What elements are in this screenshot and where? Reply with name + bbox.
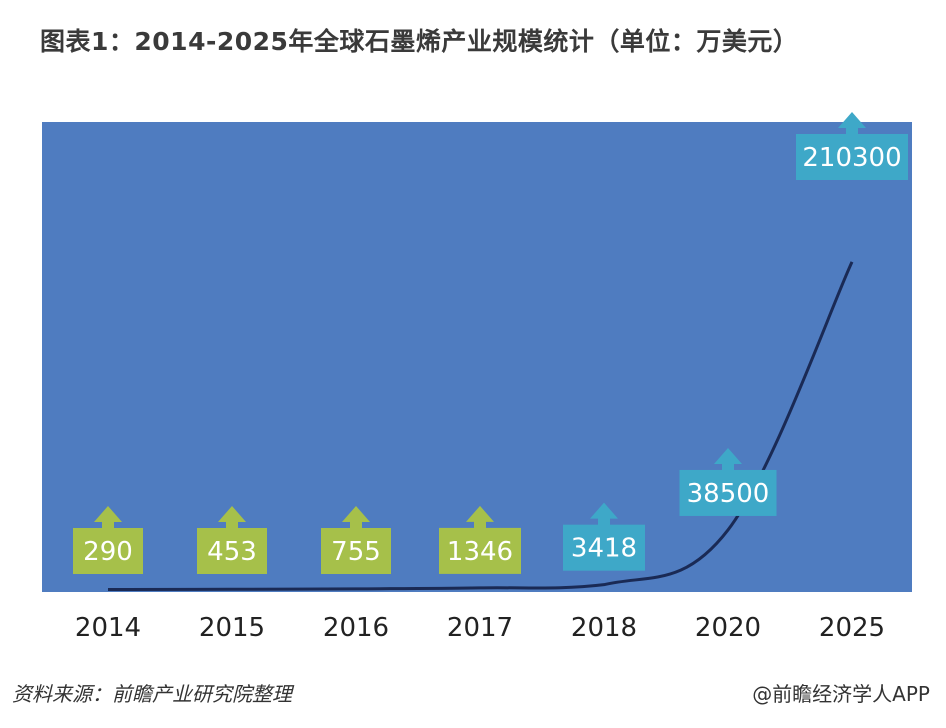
label-arrow-stem <box>226 520 238 530</box>
data-label-2020: 38500 <box>679 447 777 516</box>
label-arrow-stem <box>102 520 114 530</box>
data-label-2016: 755 <box>321 506 391 574</box>
data-label-text: 755 <box>331 537 381 567</box>
label-arrow-stem <box>722 461 734 472</box>
credit-note: @前瞻经济学人APP <box>752 682 930 706</box>
data-label-2018: 3418 <box>563 502 645 571</box>
data-label-text: 453 <box>207 537 257 567</box>
chart-title: 图表1：2014-2025年全球石墨烯产业规模统计（单位：万美元） <box>40 27 799 56</box>
label-arrow <box>838 112 866 128</box>
data-label-2025: 210300 <box>796 112 908 180</box>
label-box <box>321 528 391 574</box>
data-label-2015: 453 <box>197 506 267 574</box>
data-label-text: 290 <box>83 537 133 567</box>
x-tick-label: 2017 <box>447 613 513 643</box>
source-note: 资料来源：前瞻产业研究院整理 <box>12 682 292 706</box>
label-arrow <box>590 502 618 519</box>
x-tick-label: 2014 <box>75 613 141 643</box>
x-tick-label: 2016 <box>323 613 389 643</box>
data-label-text: 38500 <box>687 479 770 509</box>
x-tick-label: 2018 <box>571 613 637 643</box>
label-arrow <box>94 506 122 522</box>
data-label-text: 1346 <box>447 537 513 567</box>
label-box <box>197 528 267 574</box>
label-box <box>796 134 908 180</box>
label-arrow-stem <box>350 520 362 530</box>
data-label-2017: 1346 <box>439 505 521 574</box>
x-tick-label: 2015 <box>199 613 265 643</box>
label-box <box>73 528 143 574</box>
label-box <box>439 527 521 574</box>
label-arrow <box>218 506 246 522</box>
label-arrow-stem <box>846 126 858 136</box>
label-arrow <box>342 506 370 522</box>
label-box <box>679 469 777 516</box>
data-label-text: 3418 <box>571 534 637 564</box>
label-arrow <box>466 505 494 522</box>
data-label-2014: 290 <box>73 506 143 574</box>
data-label-text: 210300 <box>802 143 901 173</box>
x-tick-label: 2025 <box>819 613 885 643</box>
label-arrow <box>714 447 742 464</box>
x-tick-label: 2020 <box>695 613 761 643</box>
label-arrow-stem <box>474 519 486 530</box>
label-box <box>563 524 645 571</box>
label-arrow-stem <box>598 516 610 527</box>
